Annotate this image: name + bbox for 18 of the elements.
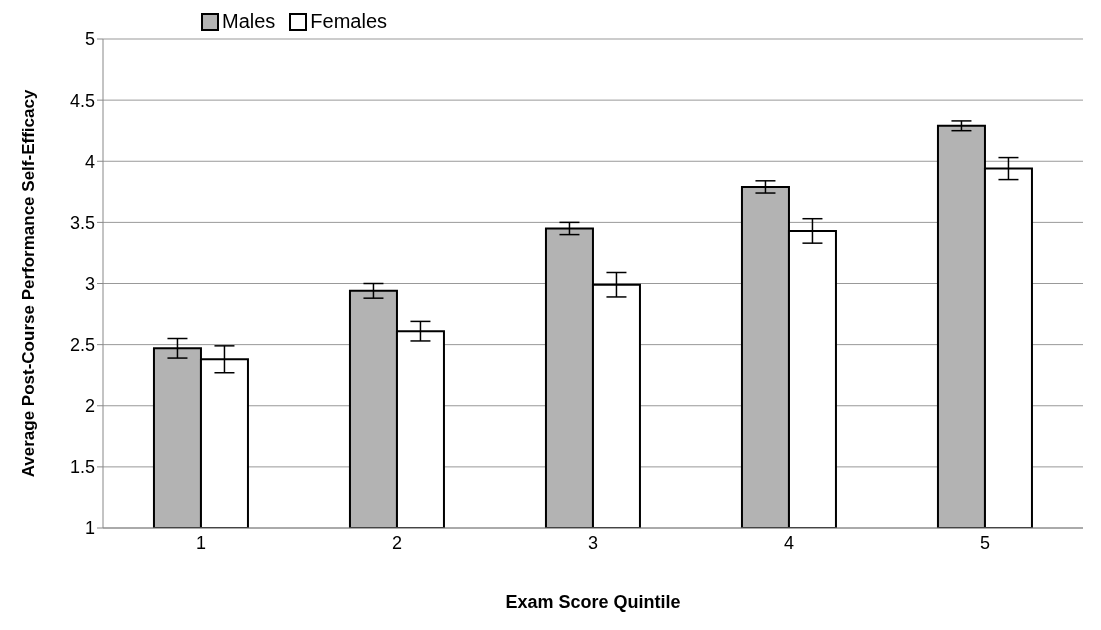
- legend-label: Females: [309, 10, 388, 33]
- x-tick-label: 1: [195, 532, 207, 553]
- x-tick-label: 5: [979, 532, 991, 553]
- y-axis-title: Average Post-Course Performance Self-Efficacy: [19, 89, 39, 478]
- y-tick-label: 2.5: [69, 335, 95, 356]
- y-tick-label: 1: [84, 518, 95, 539]
- x-tick-label: 2: [391, 532, 403, 553]
- x-tick-label: 4: [783, 532, 795, 553]
- y-tick-label: 2: [84, 396, 95, 417]
- y-tick-label: 1.5: [69, 457, 95, 478]
- x-tick-label: 3: [587, 532, 599, 553]
- y-tick-label: 3: [84, 273, 95, 294]
- legend-label: Males: [221, 10, 276, 33]
- y-tick-label: 3.5: [69, 212, 95, 233]
- y-tick-label: 4: [84, 151, 95, 172]
- y-tick-label: 4.5: [69, 90, 95, 111]
- x-axis-title: Exam Score Quintile: [505, 592, 681, 612]
- y-tick-label: 5: [84, 29, 95, 50]
